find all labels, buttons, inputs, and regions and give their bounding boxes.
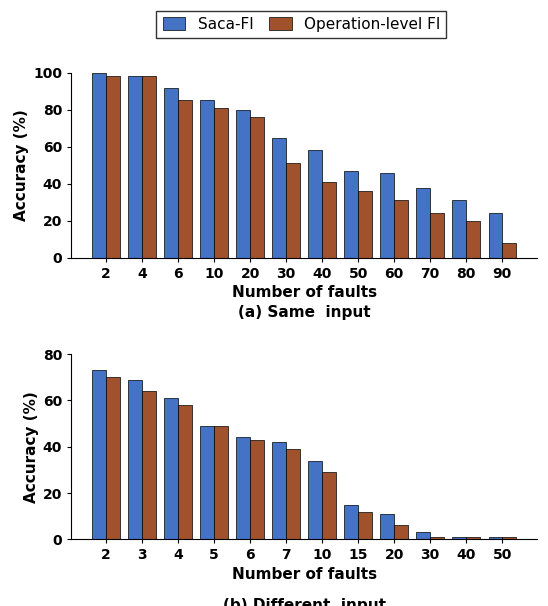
Bar [309,461,322,539]
Bar [236,110,250,258]
Bar [214,426,228,539]
Legend: Saca-FI, Operation-level FI: Saca-FI, Operation-level FI [156,11,447,38]
Bar [453,201,466,258]
Bar [286,164,300,258]
Bar [488,537,502,539]
X-axis label: Number of faults: Number of faults [232,285,376,300]
Bar [286,449,300,539]
Bar [106,378,120,539]
Title: (a) Same  input: (a) Same input [238,305,370,320]
Bar [272,138,286,258]
Bar [93,73,106,258]
Bar [164,398,178,539]
Bar [416,187,430,258]
Bar [466,221,480,258]
Bar [430,537,444,539]
X-axis label: Number of faults: Number of faults [232,567,376,582]
Bar [466,537,480,539]
Y-axis label: Accuracy (%): Accuracy (%) [24,391,39,502]
Bar [178,101,192,258]
Bar [502,243,516,258]
Bar [380,514,394,539]
Bar [236,438,250,539]
Bar [488,213,502,258]
Title: (b) Different  input: (b) Different input [222,598,386,606]
Bar [142,391,156,539]
Bar [178,405,192,539]
Bar [416,533,430,539]
Bar [201,101,214,258]
Bar [214,108,228,258]
Bar [128,76,142,258]
Bar [164,87,178,258]
Bar [394,525,408,539]
Bar [345,505,358,539]
Bar [358,511,372,539]
Bar [380,173,394,258]
Bar [128,379,142,539]
Bar [502,537,516,539]
Y-axis label: Accuracy (%): Accuracy (%) [14,110,29,221]
Bar [106,76,120,258]
Bar [394,201,408,258]
Bar [309,150,322,258]
Bar [93,370,106,539]
Bar [272,442,286,539]
Bar [345,171,358,258]
Bar [453,537,466,539]
Bar [322,472,336,539]
Bar [358,191,372,258]
Bar [322,182,336,258]
Bar [201,426,214,539]
Bar [430,213,444,258]
Bar [250,117,264,258]
Bar [142,76,156,258]
Bar [250,440,264,539]
